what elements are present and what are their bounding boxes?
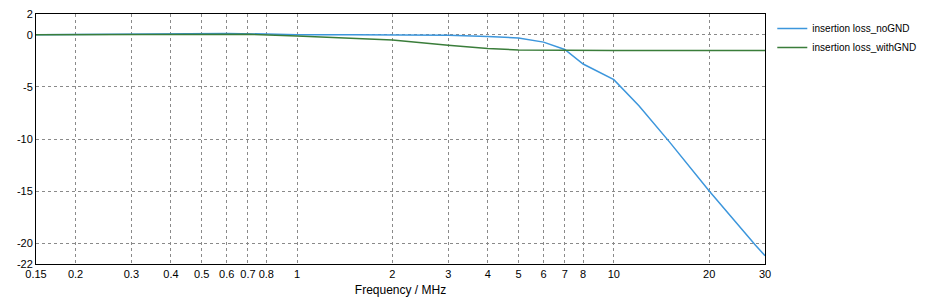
svg-text:0.2: 0.2 — [68, 268, 83, 280]
svg-text:-20: -20 — [17, 237, 33, 249]
svg-text:2: 2 — [27, 8, 33, 20]
svg-text:0.5: 0.5 — [194, 268, 209, 280]
svg-text:10: 10 — [608, 268, 620, 280]
svg-text:Frequency / MHz: Frequency / MHz — [355, 283, 446, 297]
svg-text:6: 6 — [540, 268, 546, 280]
svg-text:insertion loss_noGND: insertion loss_noGND — [812, 23, 909, 34]
svg-text:20: 20 — [703, 268, 715, 280]
svg-text:2: 2 — [389, 268, 395, 280]
svg-text:-10: -10 — [17, 133, 33, 145]
svg-text:30: 30 — [759, 268, 771, 280]
svg-text:-15: -15 — [17, 185, 33, 197]
svg-text:4: 4 — [485, 268, 491, 280]
svg-text:0.7: 0.7 — [240, 268, 255, 280]
svg-text:insertion loss_withGND: insertion loss_withGND — [812, 42, 916, 53]
svg-text:5: 5 — [515, 268, 521, 280]
svg-text:0.8: 0.8 — [259, 268, 274, 280]
svg-text:0.6: 0.6 — [219, 268, 234, 280]
svg-text:3: 3 — [445, 268, 451, 280]
svg-text:-5: -5 — [23, 81, 33, 93]
svg-text:1: 1 — [294, 268, 300, 280]
svg-text:7: 7 — [562, 268, 568, 280]
svg-text:8: 8 — [580, 268, 586, 280]
svg-text:0.3: 0.3 — [124, 268, 139, 280]
svg-text:0.15: 0.15 — [25, 268, 46, 280]
svg-text:0.4: 0.4 — [163, 268, 178, 280]
svg-text:-22: -22 — [17, 258, 33, 270]
svg-text:0: 0 — [27, 29, 33, 41]
